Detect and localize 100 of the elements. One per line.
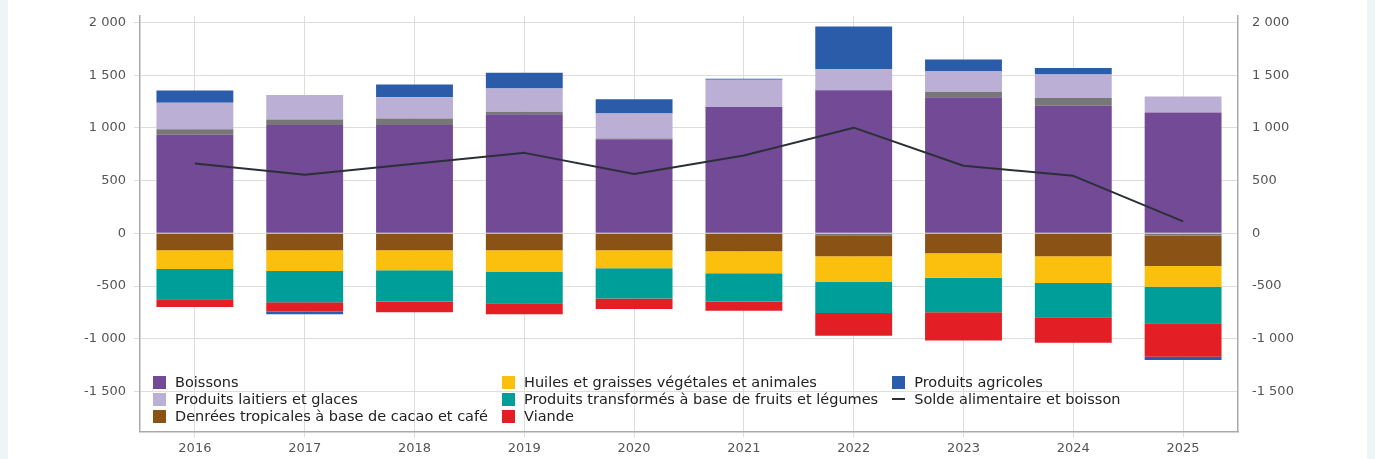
- bar: [925, 312, 1002, 341]
- y2-tick-label: 2 000: [1252, 14, 1290, 30]
- bar: [376, 233, 453, 251]
- bar: [925, 253, 1002, 278]
- y-tick-label: 0: [117, 224, 126, 240]
- y-tick-label: 1 000: [88, 119, 126, 135]
- bar: [815, 313, 893, 336]
- bar: [266, 233, 344, 251]
- bar: [705, 79, 783, 107]
- x-tick-label: 2023: [946, 439, 981, 455]
- legend-label: Huiles et graisses végétales et animales: [524, 374, 817, 390]
- y2-tick-label: 1 000: [1252, 119, 1290, 135]
- bar: [156, 250, 234, 270]
- bar: [156, 299, 234, 308]
- bar: [1034, 282, 1112, 318]
- bar: [925, 233, 1002, 254]
- bar: [485, 272, 563, 304]
- bar: [1144, 323, 1222, 357]
- bar: [1144, 266, 1222, 287]
- bar: [925, 97, 1002, 233]
- bar: [266, 270, 344, 303]
- y2-tick-label: -500: [1252, 277, 1282, 293]
- y2-tick-label: -1 500: [1252, 382, 1294, 398]
- y-tick-label: 2 000: [88, 14, 126, 30]
- y2-tick-label: 1 500: [1252, 66, 1290, 82]
- bar: [1034, 74, 1112, 98]
- bar: [595, 99, 673, 114]
- legend-label: Produits laitiers et glaces: [175, 391, 358, 407]
- bar: [485, 114, 563, 233]
- bar: [595, 298, 673, 309]
- bar: [925, 92, 1002, 98]
- bar: [156, 90, 234, 103]
- y-tick-label: 500: [101, 172, 126, 188]
- bar: [815, 281, 893, 314]
- x-tick-label: 2022: [837, 439, 871, 455]
- bar: [815, 26, 893, 70]
- x-tick-label: 2016: [178, 439, 212, 455]
- bar: [705, 251, 783, 274]
- y-tick-label: 1 500: [88, 66, 126, 82]
- y2-tick-label: -1 000: [1252, 330, 1294, 346]
- x-tick-label: 2024: [1056, 439, 1090, 455]
- x-tick-label: 2017: [288, 439, 322, 455]
- bar: [376, 250, 453, 271]
- y2-tick-label: 500: [1252, 172, 1277, 188]
- bar: [485, 233, 563, 251]
- bar: [266, 250, 344, 271]
- bar: [156, 102, 234, 130]
- bar: [266, 95, 344, 120]
- bar: [595, 268, 673, 299]
- bar: [156, 233, 234, 251]
- legend-label: Solde alimentaire et boisson: [914, 391, 1121, 407]
- bar: [1034, 67, 1112, 75]
- bar: [1034, 233, 1112, 257]
- legend-label: Produits agricoles: [914, 374, 1043, 390]
- y-tick-label: -1 000: [84, 330, 126, 346]
- bar: [705, 233, 783, 252]
- bar: [266, 125, 344, 233]
- bar: [376, 97, 453, 119]
- bar: [1034, 105, 1112, 233]
- bar: [705, 106, 783, 233]
- x-tick-label: 2025: [1166, 439, 1200, 455]
- bar: [266, 302, 344, 312]
- bar: [376, 118, 453, 126]
- legend-label: Viande: [524, 408, 574, 424]
- bar: [1034, 317, 1112, 343]
- x-tick-label: 2018: [397, 439, 432, 455]
- x-tick-label: 2020: [617, 439, 651, 455]
- bar: [815, 90, 893, 233]
- bar: [595, 250, 673, 269]
- x-tick-label: 2019: [507, 439, 541, 455]
- bar: [1144, 112, 1222, 233]
- bar: [1144, 286, 1222, 324]
- bar: [815, 69, 893, 91]
- bar: [156, 269, 234, 300]
- x-tick-label: 2021: [727, 439, 761, 455]
- bar: [1144, 96, 1222, 113]
- bar: [815, 256, 893, 282]
- bar: [376, 301, 453, 313]
- bar: [1034, 97, 1112, 106]
- bar: [485, 88, 563, 112]
- legend-label: Denrées tropicales à base de cacao et café: [175, 408, 489, 424]
- bar: [705, 273, 783, 302]
- legend-label: Boissons: [175, 374, 239, 390]
- bar: [266, 119, 344, 126]
- bar: [376, 84, 453, 98]
- bar: [925, 59, 1002, 71]
- bar: [705, 301, 783, 311]
- bar: [1144, 235, 1222, 267]
- bar: [485, 303, 563, 315]
- y-tick-label: -1 500: [84, 382, 126, 398]
- bar: [156, 129, 234, 135]
- bar: [485, 250, 563, 273]
- bar: [376, 125, 453, 233]
- legend-label: Produits transformés à base de fruits et légumes: [524, 391, 879, 407]
- bar: [815, 235, 893, 257]
- bar: [925, 277, 1002, 313]
- bar: [156, 134, 234, 233]
- bar: [485, 72, 563, 89]
- bar: [595, 139, 673, 233]
- bar: [1034, 256, 1112, 283]
